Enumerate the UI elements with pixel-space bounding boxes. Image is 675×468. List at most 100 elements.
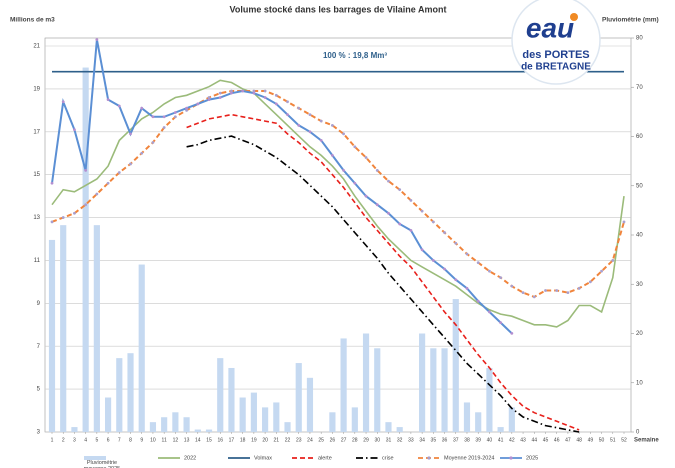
x-tick-label: 34	[419, 437, 425, 443]
rain-bar	[82, 67, 89, 433]
x-tick-label: 18	[240, 437, 246, 443]
x-tick-label: 33	[408, 437, 414, 443]
series-marker	[532, 295, 536, 299]
x-tick-label: 20	[262, 437, 268, 443]
series-marker	[577, 286, 581, 290]
series-marker	[330, 153, 334, 157]
x-tick-label: 23	[296, 437, 302, 443]
rain-bar	[194, 429, 201, 432]
series-marker	[420, 209, 424, 213]
y2-tick-label: 50	[636, 183, 643, 189]
legend-label: alerte	[318, 455, 332, 461]
series-marker	[297, 123, 301, 127]
series-marker	[611, 259, 615, 262]
series-marker	[73, 128, 76, 132]
x-tick-label: 35	[431, 437, 437, 443]
series-marker	[588, 280, 592, 284]
series-marker	[263, 89, 267, 93]
series-marker	[185, 106, 188, 110]
rain-bar	[340, 338, 347, 432]
y-axis-label: Millions de m3	[10, 17, 55, 24]
series-marker	[431, 259, 435, 262]
series-marker	[274, 93, 278, 97]
series-marker	[106, 181, 110, 185]
x-tick-label: 50	[599, 437, 605, 443]
series-marker	[353, 145, 357, 149]
series-marker	[196, 102, 200, 106]
series-marker	[465, 286, 469, 290]
y2-tick-label: 10	[636, 380, 643, 386]
x-tick-label: 37	[453, 437, 459, 443]
series-marker	[353, 181, 357, 185]
series-marker	[218, 96, 222, 99]
rain-bar	[441, 348, 448, 432]
x-tick-label: 7	[118, 437, 121, 443]
rain-bar	[329, 412, 336, 432]
series-marker	[140, 106, 144, 110]
series-marker	[566, 291, 570, 295]
y-tick-label: 21	[33, 44, 40, 50]
x-tick-label: 9	[140, 437, 143, 443]
series-line	[51, 90, 625, 299]
x-tick-label: 30	[374, 437, 380, 443]
series-line	[51, 39, 513, 335]
rain-bar	[419, 333, 426, 432]
x-tick-label: 21	[274, 437, 280, 443]
marks	[48, 38, 626, 433]
series-marker	[185, 108, 188, 112]
x-axis-label: Semaine	[634, 438, 659, 444]
y-tick-label: 11	[34, 258, 41, 264]
x-tick-label: 13	[184, 437, 190, 443]
rain-bar	[93, 225, 100, 432]
series-marker	[398, 222, 402, 226]
x-tick-label: 41	[498, 437, 504, 443]
series-marker	[117, 171, 121, 174]
x-tick-label: 48	[576, 437, 582, 443]
series-marker	[622, 220, 626, 224]
x-tick-label: 26	[330, 437, 336, 443]
x-tick-label: 8	[129, 437, 132, 443]
rain-bar	[161, 417, 168, 432]
series-marker	[555, 289, 559, 292]
series-marker	[252, 91, 256, 95]
rain-bar	[452, 299, 459, 432]
series-marker	[375, 168, 379, 172]
rain-bar	[239, 397, 246, 432]
legend-label: Moyenne 2019-2024	[444, 455, 494, 461]
series-marker	[330, 123, 334, 127]
rain-bar	[508, 407, 515, 432]
series-marker	[319, 138, 323, 142]
x-tick-label: 22	[285, 437, 291, 443]
x-tick-label: 4	[84, 437, 87, 443]
series-marker	[375, 203, 379, 207]
series-marker	[95, 38, 99, 41]
logo: eau des PORTES de BRETAGNE	[511, 0, 601, 85]
logo-word: eau	[526, 12, 574, 43]
y-tick-label: 7	[37, 344, 41, 350]
rain-bar	[486, 367, 493, 432]
y-tick-label: 19	[33, 86, 40, 92]
rain-bar	[475, 412, 482, 432]
rain-bar	[362, 333, 370, 432]
series-marker	[117, 104, 121, 108]
series-marker	[431, 220, 435, 224]
series-marker	[263, 96, 267, 99]
series-marker	[443, 267, 446, 271]
x-tick-label: 25	[318, 437, 324, 443]
series-marker	[140, 151, 144, 155]
x-tick-label: 3	[73, 437, 76, 443]
x-tick-label: 27	[341, 437, 347, 443]
rain-bar	[351, 407, 358, 432]
x-tick-label: 29	[363, 437, 369, 443]
x-tick-label: 47	[565, 437, 571, 443]
series-marker	[510, 284, 514, 288]
series-marker	[364, 156, 368, 159]
series-marker	[151, 115, 155, 119]
logo-circle	[511, 0, 601, 85]
series-marker	[521, 291, 525, 295]
series-marker	[218, 91, 222, 95]
y-tick-label: 15	[33, 172, 40, 178]
series-marker	[173, 111, 177, 114]
y-tick-label: 9	[37, 301, 41, 307]
